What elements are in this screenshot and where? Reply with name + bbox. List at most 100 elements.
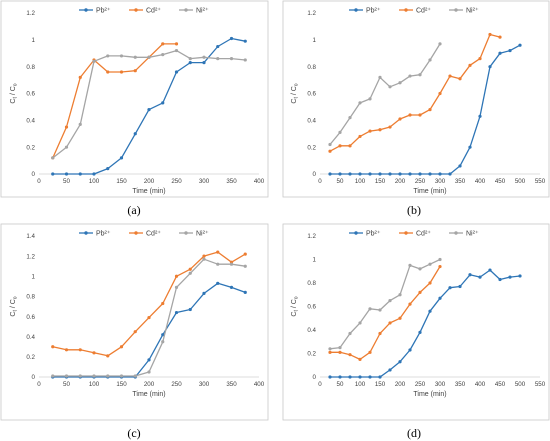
data-point-ni xyxy=(358,321,362,325)
data-point-ni xyxy=(368,307,372,311)
data-point-pb xyxy=(64,172,69,176)
data-point-ni xyxy=(51,374,55,378)
x-tick-label: 100 xyxy=(89,381,100,388)
y-tick-label: 0.6 xyxy=(307,304,316,311)
y-tick-label: 0.8 xyxy=(307,280,316,287)
data-point-pb xyxy=(378,172,382,176)
data-point-pb xyxy=(368,375,372,379)
y-tick-label: 1.2 xyxy=(307,233,316,240)
data-point-cd xyxy=(408,302,412,306)
x-tick-label: 350 xyxy=(226,178,237,185)
legend-marker-cd xyxy=(404,8,408,12)
x-tick-label: 350 xyxy=(455,381,466,388)
legend-label-ni: Ni²⁺ xyxy=(466,7,479,14)
x-tick-label: 50 xyxy=(337,178,344,185)
x-axis-title: Time (min) xyxy=(132,188,165,195)
y-axis-title: Ct​ / Co​ xyxy=(291,296,300,316)
x-tick-label: 150 xyxy=(116,178,127,185)
data-point-pb xyxy=(468,273,472,277)
data-point-pb xyxy=(438,296,442,300)
data-point-cd xyxy=(428,281,432,285)
chart-c: 0 0.2 0.4 0.6 0.8 1 1.2 1.4 0 50 100 150 200 250 300 35… xyxy=(10,230,265,398)
data-point-pb xyxy=(398,360,402,364)
data-point-cd xyxy=(328,149,332,153)
data-point-pb xyxy=(174,310,179,315)
data-point-pb xyxy=(498,277,502,282)
x-tick-label: 50 xyxy=(337,381,344,388)
data-point-ni xyxy=(216,262,220,266)
data-point-ni xyxy=(51,156,55,160)
chart-b: 0 0.2 0.4 0.6 0.8 1 1.2 0 50 100 150 200 250 300 350 40… xyxy=(291,7,546,195)
data-point-pb xyxy=(338,172,342,176)
data-point-cd xyxy=(478,57,482,61)
x-tick-label: 50 xyxy=(63,178,70,185)
series-line-pb xyxy=(330,44,521,175)
panel-d-caption: (d) xyxy=(407,426,421,440)
data-point-ni xyxy=(78,374,82,378)
panel-d-frame xyxy=(282,223,550,421)
data-point-ni xyxy=(428,58,432,62)
data-point-ni xyxy=(229,57,234,61)
data-point-ni xyxy=(378,308,382,312)
data-point-ni xyxy=(418,73,422,77)
legend-marker-ni xyxy=(184,8,188,12)
data-point-cd xyxy=(64,125,69,129)
data-point-ni xyxy=(92,59,96,63)
data-point-pb xyxy=(408,172,412,176)
series-line-cd xyxy=(329,33,501,152)
data-point-cd xyxy=(468,63,472,67)
data-point-cd xyxy=(64,348,69,352)
x-tick-label: 150 xyxy=(116,381,127,388)
data-point-pb xyxy=(498,51,502,55)
series-line-ni xyxy=(329,258,441,350)
data-point-cd xyxy=(368,350,372,354)
x-tick-label: 450 xyxy=(495,381,506,388)
data-point-ni xyxy=(64,374,69,378)
data-point-ni xyxy=(147,55,151,59)
chart-d: 0 0.2 0.4 0.6 0.8 1 1.2 0 50 100 150 200 250 300 350 40… xyxy=(291,230,546,398)
legend-label-pb: Pb²⁺ xyxy=(96,7,111,14)
data-point-cd xyxy=(498,35,502,39)
data-point-pb xyxy=(106,167,110,171)
panel-c-caption: (c) xyxy=(127,426,140,440)
data-point-pb xyxy=(147,358,151,362)
x-tick-label: 250 xyxy=(415,178,426,185)
data-point-pb xyxy=(458,284,462,289)
data-point-cd xyxy=(388,125,392,129)
data-point-cd xyxy=(418,113,422,117)
data-point-pb xyxy=(133,132,137,136)
x-tick-label: 350 xyxy=(226,381,237,388)
data-point-pb xyxy=(243,39,247,43)
data-point-pb xyxy=(428,172,432,176)
data-point-pb xyxy=(368,172,372,176)
legend-marker-cd xyxy=(134,8,138,12)
data-point-pb xyxy=(202,61,206,65)
y-tick-label: 0.8 xyxy=(307,64,316,71)
data-point-ni xyxy=(161,340,165,344)
legend-marker-ni xyxy=(454,8,458,12)
data-point-cd xyxy=(348,353,352,357)
data-point-pb xyxy=(488,65,492,69)
data-point-cd xyxy=(438,91,442,96)
x-tick-label: 350 xyxy=(455,178,466,185)
y-tick-label: 0 xyxy=(32,171,36,178)
data-point-ni xyxy=(348,331,352,336)
x-tick-label: 0 xyxy=(318,178,322,185)
panel-a: (a) xyxy=(0,0,269,217)
y-tick-label: 0 xyxy=(32,374,36,381)
x-tick-label: 200 xyxy=(395,381,406,388)
data-point-pb xyxy=(229,36,234,41)
data-point-ni xyxy=(328,347,332,351)
data-point-cd xyxy=(348,144,352,148)
legend-marker-cd xyxy=(404,231,408,235)
data-point-cd xyxy=(328,350,332,354)
legend-label-ni: Ni²⁺ xyxy=(466,230,479,237)
data-point-ni xyxy=(328,142,332,147)
data-point-cd xyxy=(216,250,220,254)
data-point-ni xyxy=(133,55,137,59)
data-point-ni xyxy=(229,262,234,266)
x-tick-label: 0 xyxy=(318,381,322,388)
data-point-pb xyxy=(378,375,382,379)
y-tick-label: 0 xyxy=(313,171,317,178)
